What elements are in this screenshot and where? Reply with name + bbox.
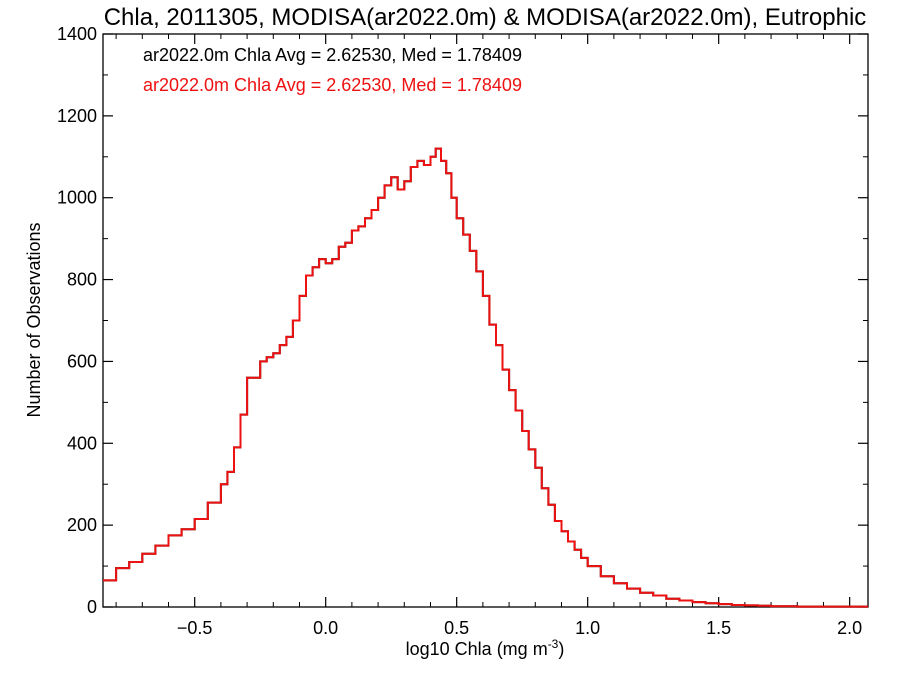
- y-tick-label: 200: [67, 515, 97, 535]
- y-axis-ticks: 0 200 400 600 800 1000 1200 1400: [57, 24, 868, 617]
- x-tick-label: 0.0: [313, 618, 338, 638]
- x-axis-ticks: −0.5 0.0 0.5 1.0 1.5 2.0: [115, 34, 862, 638]
- x-axis-label-close: ): [558, 639, 564, 659]
- x-tick-label: 2.0: [837, 618, 862, 638]
- x-tick-label: 1.0: [575, 618, 600, 638]
- y-tick-label: 1000: [57, 188, 97, 208]
- y-axis-label: Number of Observations: [24, 222, 44, 417]
- x-axis-label-main: log10 Chla (mg m: [406, 639, 548, 659]
- y-tick-label: 400: [67, 433, 97, 453]
- y-tick-label: 1200: [57, 106, 97, 126]
- y-tick-label: 600: [67, 351, 97, 371]
- x-axis-label-superscript: -3: [548, 637, 559, 651]
- plot-frame: [102, 33, 869, 608]
- y-tick-label: 1400: [57, 24, 97, 44]
- stats-annotation-black: ar2022.0m Chla Avg = 2.62530, Med = 1.78…: [143, 45, 522, 65]
- chart-title: Chla, 2011305, MODISA(ar2022.0m) & MODIS…: [104, 4, 867, 31]
- x-tick-label: 1.5: [706, 618, 731, 638]
- x-axis-label: log10 Chla (mg m-3): [406, 637, 565, 659]
- y-tick-label: 0: [87, 597, 97, 617]
- x-tick-label: 0.5: [444, 618, 469, 638]
- series-line-red: [103, 147, 868, 608]
- series-layer: [103, 147, 868, 608]
- stats-annotation-red: ar2022.0m Chla Avg = 2.62530, Med = 1.78…: [143, 75, 522, 95]
- x-tick-label: −0.5: [177, 618, 213, 638]
- series-line-black: [103, 147, 868, 608]
- plot-area: −0.5 0.0 0.5 1.0 1.5 2.0 0 200 400 600 800 1000 120…: [57, 24, 869, 638]
- y-tick-label: 800: [67, 270, 97, 290]
